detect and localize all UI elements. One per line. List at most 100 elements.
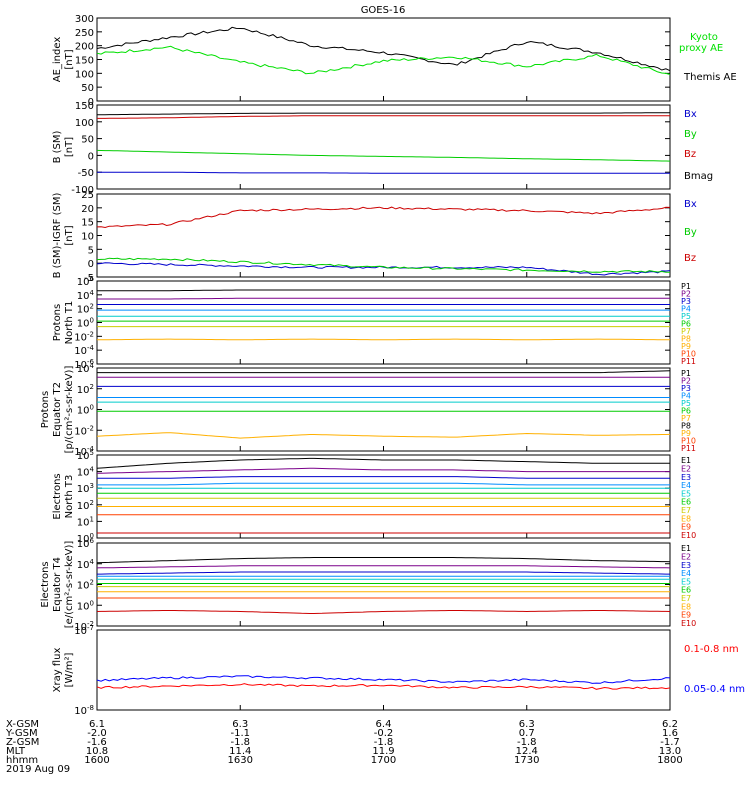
x-col-value: 1800 (657, 755, 682, 766)
legend-E4: E4 (681, 481, 691, 490)
x-col-value: 12.4 (516, 746, 538, 757)
y-tick-label: 102 (77, 303, 94, 316)
legend-P9: P9 (681, 429, 691, 438)
y-tick-label: 100 (77, 317, 94, 330)
x-col-value: 1730 (514, 755, 539, 766)
x-col-value: 1630 (228, 755, 253, 766)
x-row-label: Y-GSM (5, 728, 38, 739)
y-tick-label: 250 (75, 28, 94, 39)
series-line-E2 (96, 565, 671, 569)
y-tick-label: 50 (81, 135, 94, 146)
legend-E10: E10 (681, 531, 696, 540)
y-tick-label: 105 (77, 449, 94, 462)
panel-frame (96, 454, 671, 539)
x-col-value: 6.3 (519, 719, 535, 730)
y-tick-label: 10 (81, 232, 94, 243)
legend-xray-long: 0.1-0.8 nm (684, 644, 739, 655)
series-line-0-1-0-8-nm (96, 683, 671, 690)
x-date-label: 2019 Aug 09 (6, 764, 70, 775)
panel-frame (96, 280, 671, 365)
legend-E5: E5 (681, 577, 691, 586)
y-tick-label: 100 (75, 118, 94, 129)
y-tick-label: -100 (71, 185, 94, 196)
legend-P1: P1 (681, 282, 691, 291)
y-tick-label: 15 (81, 218, 94, 229)
legend-P2: P2 (681, 289, 691, 298)
y-axis-label: ProtonsEquator T2[p/(cm²-s-sr-keV)] (40, 366, 75, 454)
series-line-Bx (96, 262, 671, 276)
legend-P5: P5 (681, 399, 691, 408)
legend-Bz: Bz (684, 253, 696, 264)
y-axis-label: B (SM)-IGRF (SM)[nT] (52, 193, 75, 279)
x-col-value: 1600 (84, 755, 109, 766)
legend-E3: E3 (681, 561, 691, 570)
x-col-value: -0.2 (374, 728, 394, 739)
x-col-value: 6.4 (376, 719, 392, 730)
legend-P11: P11 (681, 357, 696, 366)
legend-P4: P4 (681, 391, 691, 400)
y-axis-label: ProtonsNorth T1 (52, 301, 75, 345)
x-row-label: X-GSM (6, 719, 39, 730)
x-col-value: 0.7 (519, 728, 535, 739)
legend-E1: E1 (681, 456, 691, 465)
legend-E2: E2 (681, 464, 691, 473)
legend-P3: P3 (681, 384, 691, 393)
x-col-value: 13.0 (659, 746, 681, 757)
legend-E10: E10 (681, 619, 696, 628)
x-col-value: -2.0 (87, 728, 107, 739)
legend-E7: E7 (681, 594, 691, 603)
y-tick-label: 0 (88, 259, 94, 270)
x-col-value: 6.2 (662, 719, 678, 730)
y-tick-label: 106 (77, 537, 95, 550)
legend-E9: E9 (681, 611, 691, 620)
legend-P6: P6 (681, 320, 691, 329)
legend-P10: P10 (681, 437, 696, 446)
y-tick-label: 102 (77, 383, 94, 396)
y-axis-label: Xray flux[W/m²] (52, 648, 75, 693)
series-line-P8 (97, 338, 670, 341)
y-axis-label: ElectronsEquator T4[e/(cm²-s-sr-keV)] (40, 541, 75, 629)
y-tick-label: -5 (84, 273, 94, 284)
legend-Bmag: Bmag (684, 171, 713, 182)
series-line-Bz (97, 115, 670, 119)
y-tick-label: 100 (75, 69, 94, 80)
x-col-value: -1.1 (230, 728, 250, 739)
x-col-value: -1.7 (660, 737, 680, 748)
series-line-0-05-0-4-nm (96, 675, 671, 684)
series-line-E3 (97, 476, 670, 479)
legend-P3: P3 (681, 297, 691, 306)
y-tick-label: 150 (75, 101, 94, 112)
legend-E9: E9 (681, 523, 691, 532)
x-col-value: -1.8 (230, 737, 250, 748)
y-tick-label: 106 (77, 275, 95, 288)
legend-Bx: Bx (684, 109, 697, 120)
x-col-value: 11.9 (372, 746, 394, 757)
y-tick-label: 104 (77, 466, 95, 479)
y-tick-label: 10-7 (74, 624, 94, 637)
x-col-value: 11.4 (229, 746, 251, 757)
y-tick-label: 104 (77, 289, 95, 302)
legend-P7: P7 (681, 327, 691, 336)
series-line-P1 (97, 370, 671, 374)
y-tick-label: 0 (88, 97, 94, 108)
series-line-E10 (96, 610, 671, 614)
panel-2: 150 100 50 0 -50 -100 B (SM)[nT] Bx By Bz Bmag (52, 101, 713, 196)
legend-E8: E8 (681, 602, 691, 611)
panel-frame (96, 542, 671, 627)
legend-Bz: Bz (684, 149, 696, 160)
legend-xray-short: 0.05-0.4 nm (684, 684, 745, 695)
legend-P2: P2 (681, 376, 691, 385)
legend-P8: P8 (681, 335, 691, 344)
y-tick-label: 10-8 (74, 704, 94, 717)
y-tick-label: 5 (88, 245, 94, 256)
x-col-value: -1.8 (374, 737, 394, 748)
series-line-E2 (96, 467, 670, 474)
legend-P8: P8 (681, 422, 691, 431)
series-line-E1 (96, 557, 671, 564)
series-line-By (96, 149, 671, 162)
series-line-Themis-AE (96, 26, 671, 72)
x-col-value: -1.8 (517, 737, 537, 748)
